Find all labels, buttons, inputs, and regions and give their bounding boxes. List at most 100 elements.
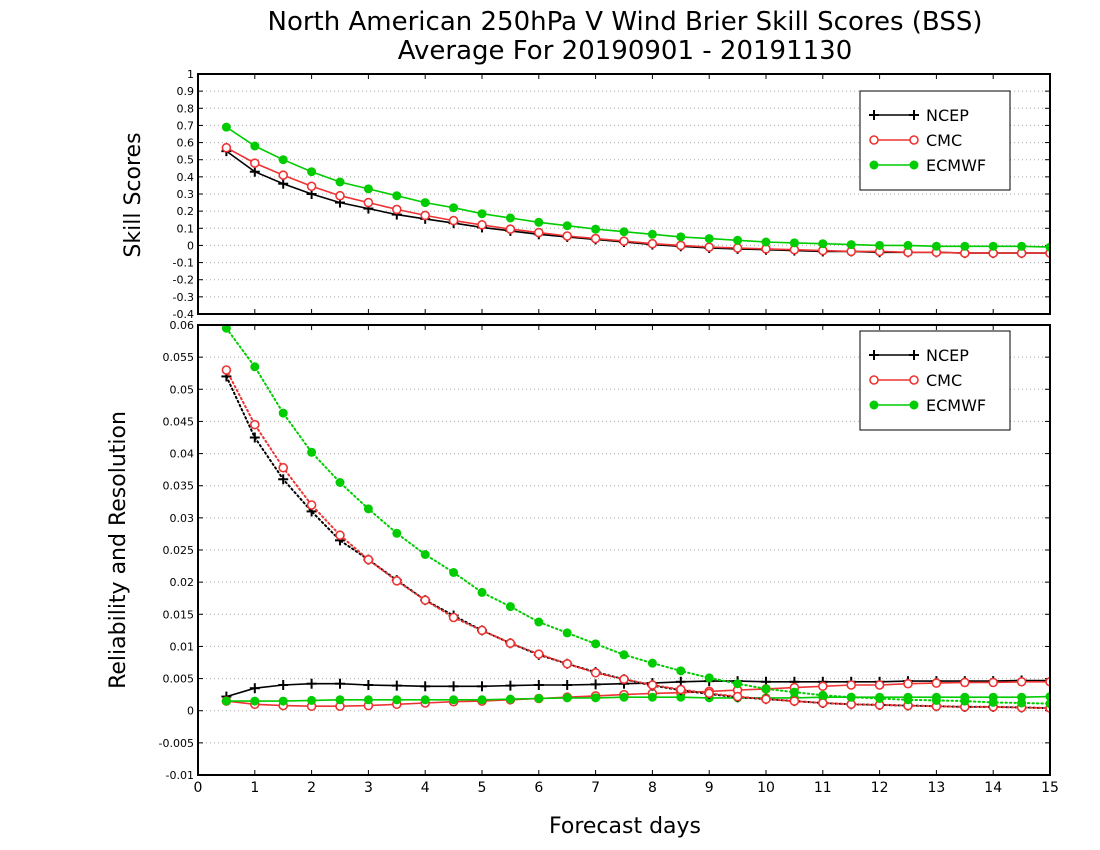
legend-label-ncep: NCEP (926, 346, 969, 365)
y-tick-label: -0.01 (166, 769, 194, 782)
data-point-cmc (675, 240, 686, 251)
chart-title: North American 250hPa V Wind Brier Skill… (268, 7, 983, 37)
data-point-ecmwf (619, 692, 629, 702)
data-point-cmc (846, 680, 857, 690)
data-point-ecmwf (335, 695, 345, 705)
y-tick-label: 0.01 (170, 640, 195, 653)
data-point-cmc (420, 595, 431, 605)
series-line-ecmwf-reliability (225, 695, 1050, 702)
data-point-cmc (477, 625, 487, 636)
data-point-ecmwf (647, 229, 657, 239)
data-point-cmc (619, 674, 629, 685)
data-point-cmc (221, 365, 232, 375)
data-point-cmc (732, 243, 743, 253)
chart-subtitle: Average For 20190901 - 20191130 (398, 36, 853, 66)
y-tick-label: 0.045 (163, 415, 195, 428)
data-point-cmc (817, 681, 828, 692)
legend-marker (909, 350, 919, 360)
x-tick-label: 14 (984, 780, 1002, 796)
data-point-cmc (874, 680, 885, 690)
data-point-ecmwf (789, 687, 799, 697)
data-point-ncep (562, 680, 573, 690)
data-point-ecmwf (335, 478, 345, 487)
data-point-ecmwf (221, 325, 231, 333)
y-tick-label: 0.4 (177, 171, 195, 184)
data-point-cmc (647, 238, 658, 249)
data-point-ecmwf (221, 696, 231, 706)
data-point-ecmwf (562, 628, 572, 638)
y-tick-label: 0.5 (177, 154, 195, 167)
data-point-ecmwf (1045, 699, 1050, 709)
legend-label-cmc: CMC (926, 371, 962, 390)
legend-marker (869, 400, 879, 410)
x-tick-label: 12 (871, 780, 889, 796)
data-point-ecmwf (903, 240, 913, 250)
data-point-ecmwf (619, 650, 629, 660)
data-point-ecmwf (1017, 241, 1027, 251)
series-line-ecmwf-resolution (225, 327, 1050, 705)
data-point-ncep (477, 681, 487, 692)
data-point-ecmwf (363, 695, 373, 705)
legend-marker (869, 135, 879, 145)
legend-marker (909, 375, 919, 385)
data-point-cmc (306, 181, 317, 192)
data-point-ecmwf (591, 693, 601, 703)
data-point-ncep (249, 683, 260, 694)
data-point-ecmwf (562, 693, 572, 703)
y-tick-label: 0.9 (177, 85, 195, 98)
legend-marker (909, 400, 919, 410)
data-point-ecmwf (250, 362, 260, 372)
reliability-resolution-panel: -0.01 -0.005 0 0.005 0.01 0.015 0.02 0.025 0.03 0… (159, 319, 1059, 796)
data-point-cmc (1016, 676, 1027, 687)
x-tick-label: 8 (648, 780, 657, 796)
data-point-ecmwf (562, 221, 572, 231)
data-point-ecmwf (761, 237, 771, 247)
data-point-ecmwf (704, 234, 714, 244)
data-point-ecmwf (761, 684, 771, 694)
top-y-axis-title: Skill Scores (121, 132, 146, 257)
data-point-ncep (363, 680, 374, 690)
data-point-ecmwf (1017, 698, 1027, 708)
data-point-cmc (278, 462, 289, 473)
legend-label-ecmwf: ECMWF (926, 156, 986, 175)
data-point-cmc (250, 419, 260, 430)
data-point-ncep (249, 166, 260, 177)
data-point-cmc (221, 142, 232, 153)
data-point-ecmwf (931, 241, 941, 251)
data-point-ecmwf (363, 184, 373, 194)
y-tick-label: 1 (187, 68, 194, 81)
data-point-cmc (704, 242, 715, 252)
data-point-cmc (448, 612, 459, 623)
x-tick-label: 1 (250, 780, 259, 796)
legend-marker (909, 135, 919, 145)
y-tick-label: 0.06 (170, 319, 195, 332)
legend-label-ncep: NCEP (926, 106, 969, 125)
data-point-ecmwf (818, 239, 828, 249)
data-point-ecmwf (505, 602, 515, 612)
data-point-ecmwf (278, 408, 288, 418)
data-point-cmc (817, 698, 828, 708)
x-axis-title: Forecast days (549, 814, 701, 839)
data-point-cmc (391, 576, 402, 586)
data-point-ecmwf (789, 238, 799, 248)
data-point-ecmwf (960, 241, 970, 251)
data-point-ecmwf (1045, 692, 1050, 702)
data-point-ecmwf (221, 122, 231, 132)
data-point-ecmwf (534, 217, 544, 227)
data-point-cmc (562, 658, 573, 669)
data-point-ecmwf (704, 673, 714, 683)
data-point-ncep (505, 680, 516, 691)
data-point-ncep (335, 678, 345, 689)
data-point-cmc (391, 204, 402, 215)
data-point-ecmwf (449, 203, 459, 213)
data-point-cmc (590, 233, 601, 244)
data-point-ecmwf (1045, 242, 1050, 252)
data-point-ecmwf (392, 528, 402, 538)
data-point-cmc (789, 696, 800, 706)
data-point-cmc (505, 224, 516, 234)
y-tick-label: 0 (187, 705, 194, 718)
data-point-ecmwf (988, 697, 998, 707)
data-point-ecmwf (250, 141, 260, 151)
data-point-ecmwf (307, 695, 317, 705)
